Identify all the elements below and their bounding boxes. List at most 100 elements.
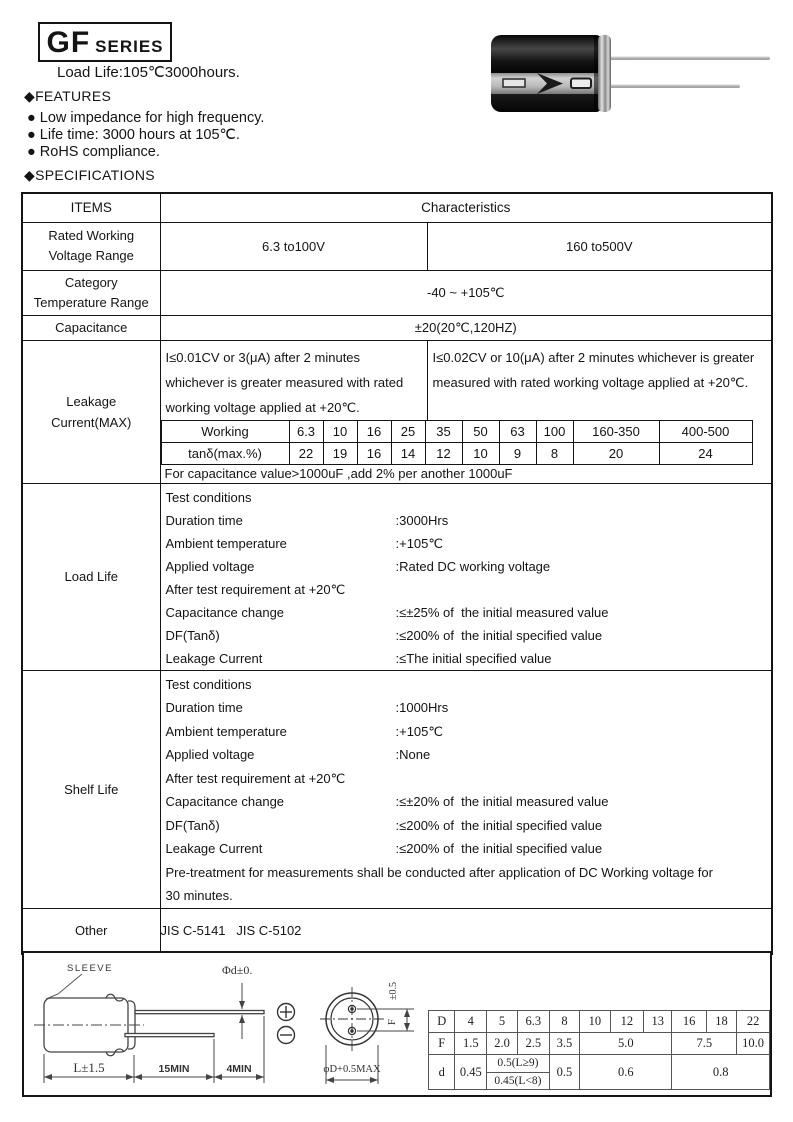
working-voltage-cell: 35 — [424, 419, 463, 443]
dim-F-cell: 1.5 — [454, 1032, 488, 1055]
dim-d-cell: 0.6 — [579, 1054, 673, 1090]
pitch-dim-label: F — [386, 1019, 398, 1025]
leakage-content-cell: I≤0.01CV or 3(μA) after 2 minutes whiche… — [159, 339, 773, 484]
condition-name: After test requirement at +20℃ — [165, 770, 346, 786]
voltage-high-cell: 160 to500V — [426, 221, 773, 271]
tan-delta-cell: 12 — [424, 441, 463, 465]
lead-min-dim-label: 15MIN — [159, 1063, 190, 1075]
length-dimension-lines — [43, 1016, 265, 1083]
dim-F-cell: 3.5 — [548, 1032, 581, 1055]
condition-line: Duration time:1000Hrs — [161, 696, 772, 720]
row-label-line: Temperature Range — [33, 294, 149, 310]
condition-line: Test conditions — [161, 486, 772, 509]
condition-value: :≤The initial specified value — [395, 650, 552, 666]
capacitor-lead-bottom — [607, 84, 740, 88]
dim-F-cell: 2.0 — [486, 1032, 518, 1055]
dim-D-cell: 10 — [579, 1010, 611, 1033]
dim-D-cell: 13 — [642, 1010, 673, 1033]
dim-row-label-D: D — [427, 1010, 456, 1033]
row-label-line: Category — [64, 274, 118, 290]
shelf-life-content-cell: Test conditions Duration time:1000Hrs Am… — [159, 669, 773, 909]
sleeve-label: SLEEVE — [67, 963, 113, 974]
dim-F-cell: 5.0 — [579, 1032, 673, 1055]
feature-item: ● RoHS compliance. — [27, 144, 160, 160]
dim-F-cell: 2.5 — [516, 1032, 550, 1055]
feature-item: ● Life time: 3000 hours at 105℃. — [27, 127, 240, 143]
working-voltage-header: Working — [160, 419, 290, 443]
dim-D-cell: 6.3 — [516, 1010, 550, 1033]
diameter-dimension-lines — [325, 1045, 379, 1084]
capacitance-tolerance-cell: ±20(20℃,120HZ) — [159, 314, 773, 341]
condition-value: :≤±20% of the initial measured value — [395, 794, 609, 809]
series-title-box: GF SERIES — [38, 22, 172, 62]
body-length-dim-label: L±1.5 — [73, 1060, 104, 1075]
capacitor-photo — [491, 35, 770, 112]
condition-value: :3000Hrs — [395, 512, 449, 528]
condition-name: DF(Tanδ) — [165, 627, 220, 643]
tan-delta-cell: 16 — [356, 441, 392, 465]
condition-name: Capacitance change — [165, 604, 285, 620]
leakage-high-voltage-text: I≤0.02CV or 10(μA) after 2 minutes which… — [432, 349, 755, 390]
row-label-line: Voltage Range — [48, 248, 134, 263]
dim-F-cell: 7.5 — [671, 1032, 738, 1055]
dim-d-split-top: 0.5(L≥9) — [497, 1057, 539, 1069]
dim-F-cell: 10.0 — [736, 1032, 770, 1055]
dim-D-cell: 4 — [454, 1010, 488, 1033]
series-suffix: SERIES — [95, 37, 164, 56]
polarity-mark-left — [502, 78, 526, 88]
dimension-drawing-box: SLEEVE Φd±0. — [22, 951, 772, 1097]
condition-line: Test conditions — [161, 673, 772, 697]
condition-line: Leakage Current :≤The initial specified v… — [161, 647, 772, 670]
condition-name: Ambient temperature — [165, 535, 287, 551]
row-label-load-life: Load Life — [21, 482, 161, 671]
condition-line: Duration time:3000Hrs — [161, 509, 772, 532]
condition-value: :≤±25% of the initial measured value — [395, 604, 609, 620]
condition-line: After test requirement at +20℃ — [161, 767, 772, 791]
series-name: GF — [46, 26, 91, 59]
condition-line: After test requirement at +20℃ — [161, 578, 772, 601]
characteristics-header-cell: Characteristics — [159, 192, 773, 223]
leakage-note: For capacitance value>1000uF ,add 2% per… — [164, 465, 513, 481]
condition-name: Duration time — [165, 700, 243, 715]
condition-line: Applied voltage:None — [161, 743, 772, 767]
dim-D-cell: 5 — [486, 1010, 518, 1033]
working-voltage-cell: 10 — [322, 419, 358, 443]
condition-value: :≤200% of the initial specified value — [395, 627, 603, 643]
load-life-summary: Load Life:105℃3000hours. — [57, 64, 240, 81]
tan-delta-cell: 10 — [461, 441, 500, 465]
dimension-drawing: SLEEVE Φd±0. — [34, 963, 414, 1084]
feature-item: ● Low impedance for high frequency. — [27, 110, 265, 126]
condition-line: DF(Tanδ) :≤200% of the initial specified … — [161, 624, 772, 647]
top-view-diameter-label: φD+0.5MAX — [323, 1064, 381, 1075]
lead-diameter-label: Φd±0. — [222, 963, 252, 977]
dim-d-cell: 0.5 — [548, 1054, 581, 1090]
condition-line: Capacitance change:≤±20% of the initial … — [161, 790, 772, 814]
condition-value: :≤200% of the initial specified value — [395, 841, 603, 856]
pitch-tolerance-label: ±0.5 — [388, 982, 399, 1000]
working-voltage-cell: 100 — [535, 419, 574, 443]
negative-terminal-icon — [276, 1025, 296, 1045]
condition-line: Applied voltage:Rated DC working voltage — [161, 555, 772, 578]
condition-name: Applied voltage — [165, 747, 255, 762]
row-label-shelf-life: Shelf Life — [21, 669, 161, 909]
row-label-line: Rated Working — [48, 228, 135, 243]
capacitor-end-cap — [598, 35, 611, 112]
row-label-other: Other — [21, 907, 161, 955]
tan-delta-cell: 9 — [498, 441, 537, 465]
dim-D-cell: 18 — [705, 1010, 738, 1033]
tan-delta-cell: 20 — [572, 441, 660, 465]
voltage-low-cell: 6.3 to100V — [159, 221, 428, 271]
condition-line: DF(Tanδ):≤200% of the initial specified … — [161, 814, 772, 838]
condition-line: Ambient temperature :+105℃ — [161, 720, 772, 744]
condition-name: Ambient temperature — [165, 723, 287, 739]
capacitor-top-view — [320, 987, 384, 1051]
working-voltage-cell: 160-350 — [572, 419, 660, 443]
condition-name: Leakage Current — [165, 650, 263, 666]
row-label-voltage: Rated Working Voltage Range — [21, 221, 161, 271]
dimension-table: D 4 5 6.3 8 10 12 13 16 18 22 F 1.5 2.0 … — [427, 1010, 770, 1090]
condition-value: :+105℃ — [395, 723, 444, 739]
working-voltage-cell: 63 — [498, 419, 537, 443]
temperature-range-cell: -40 ~ +105℃ — [159, 269, 773, 316]
sleeve-leader-line — [45, 973, 83, 1000]
